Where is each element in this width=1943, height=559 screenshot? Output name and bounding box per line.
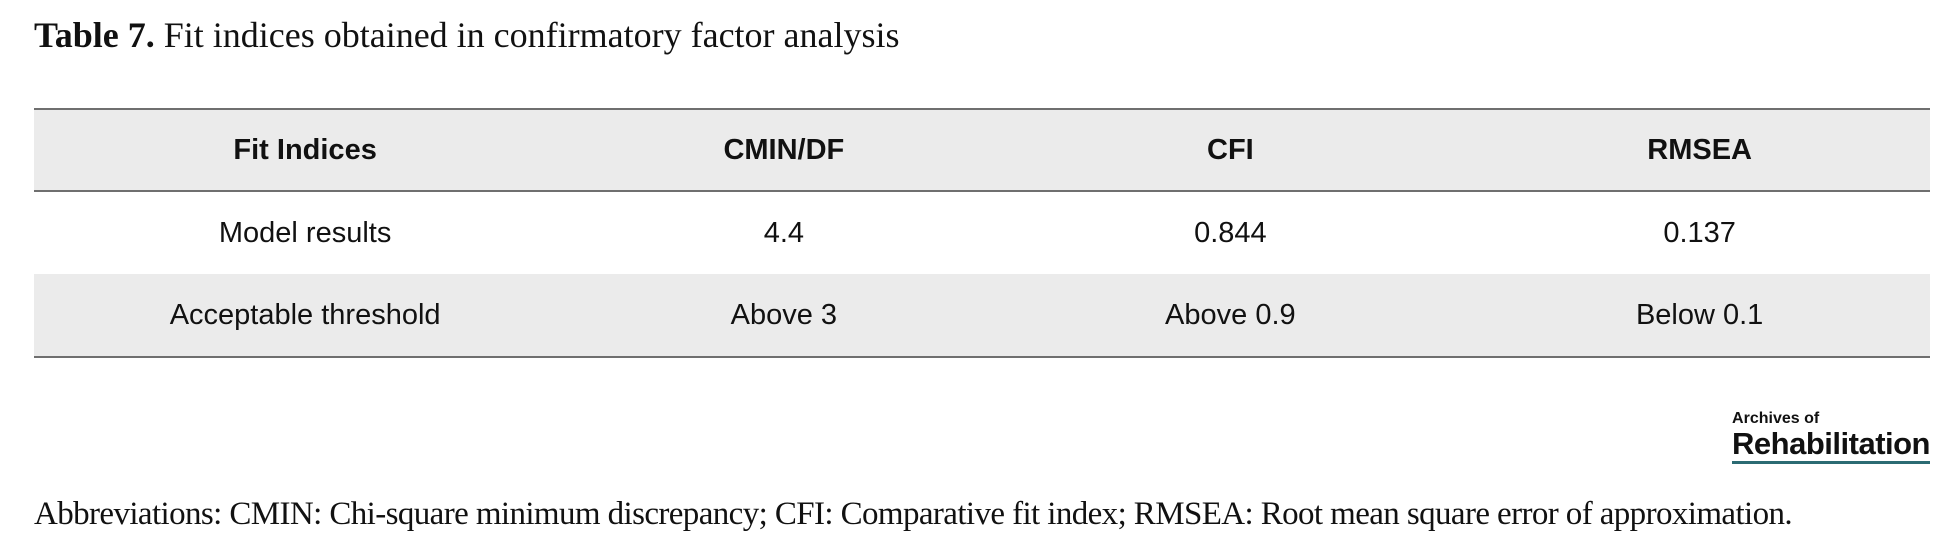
logo-line-archives: Archives of [1732, 410, 1820, 427]
cell-cfi: 0.844 [1194, 216, 1267, 249]
cell-rmsea: 0.137 [1663, 216, 1736, 249]
logo-line-rehabilitation: Rehabilitation [1732, 428, 1930, 464]
cell-cmin-df: 4.4 [763, 216, 805, 249]
table-header-row: Fit Indices CMIN/DF CFI RMSEA [34, 109, 1930, 191]
header-cmin-df: CMIN/DF [723, 133, 845, 166]
table-row: Model results 4.4 0.844 0.137 [34, 191, 1930, 274]
cell-row-label: Model results [218, 216, 392, 249]
journal-logo: Archives of Rehabilitation [1732, 410, 1930, 464]
table-title: Fit indices obtained in confirmatory fac… [154, 15, 900, 55]
header-fit-indices: Fit Indices [233, 133, 377, 166]
header-rmsea: RMSEA [1647, 133, 1752, 166]
cell-row-label: Acceptable threshold [169, 298, 441, 331]
table-row: Acceptable threshold Above 3 Above 0.9 B… [34, 274, 1930, 357]
table-number: Table 7. [34, 15, 155, 55]
header-cfi: CFI [1207, 133, 1254, 166]
cell-cmin-df: Above 3 [730, 298, 838, 331]
abbreviations-footnote: Abbreviations: CMIN: Chi-square minimum … [34, 496, 1793, 532]
fit-indices-table: Fit Indices CMIN/DF CFI RMSEA Model resu… [34, 108, 1930, 358]
cell-cfi: Above 0.9 [1165, 298, 1296, 331]
table-caption: Table 7. Fit indices obtained in confirm… [34, 12, 900, 58]
cell-rmsea: Below 0.1 [1635, 298, 1764, 331]
